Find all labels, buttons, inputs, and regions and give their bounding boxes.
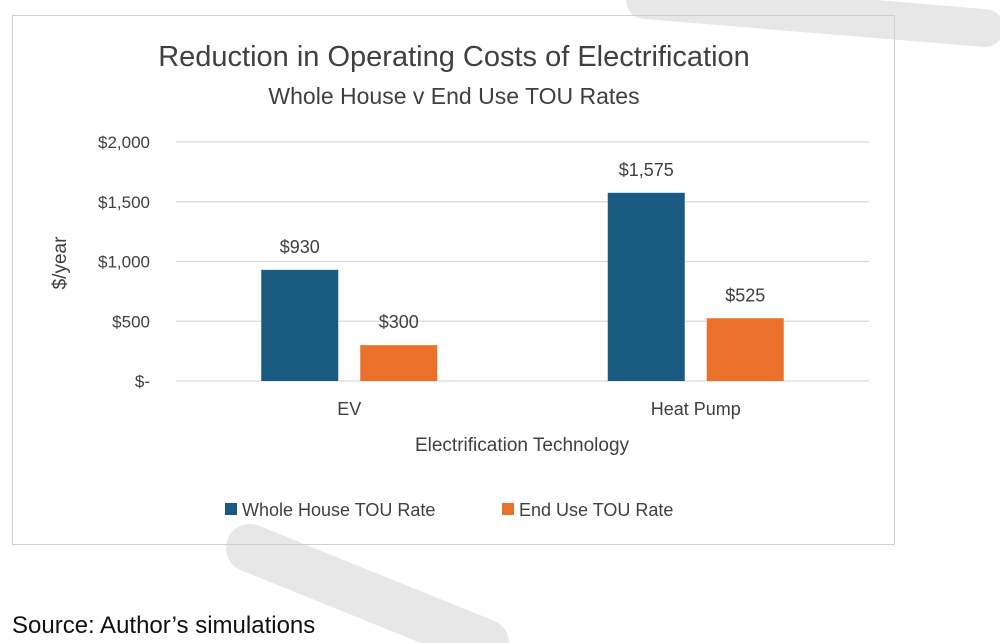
bar <box>261 269 339 381</box>
bar <box>706 318 784 381</box>
bar <box>607 192 685 381</box>
legend-swatch <box>225 503 237 515</box>
chart-area <box>12 15 895 545</box>
legend-label: End Use TOU Rate <box>519 500 673 520</box>
bar <box>360 345 438 381</box>
y-axis-title: $/year <box>50 236 71 289</box>
x-category-label: EV <box>337 399 361 419</box>
chart-subtitle: Whole House v End Use TOU Rates <box>268 83 639 109</box>
y-tick-label: $2,000 <box>98 133 150 152</box>
x-axis-title: Electrification Technology <box>415 435 630 456</box>
y-tick-label: $1,500 <box>98 193 150 212</box>
data-label: $525 <box>725 285 765 305</box>
y-tick-label: $1,000 <box>98 253 150 272</box>
data-label: $1,575 <box>619 160 674 180</box>
data-label: $930 <box>280 237 320 257</box>
y-tick-label: $500 <box>112 312 150 331</box>
y-tick-label: $- <box>135 372 150 391</box>
x-category-label: Heat Pump <box>651 399 741 419</box>
data-label: $300 <box>379 312 419 332</box>
chart-title: Reduction in Operating Costs of Electrif… <box>158 41 750 73</box>
legend-swatch <box>502 503 514 515</box>
source-note: Source: Author’s simulations <box>12 612 316 639</box>
legend-label: Whole House TOU Rate <box>242 500 435 520</box>
